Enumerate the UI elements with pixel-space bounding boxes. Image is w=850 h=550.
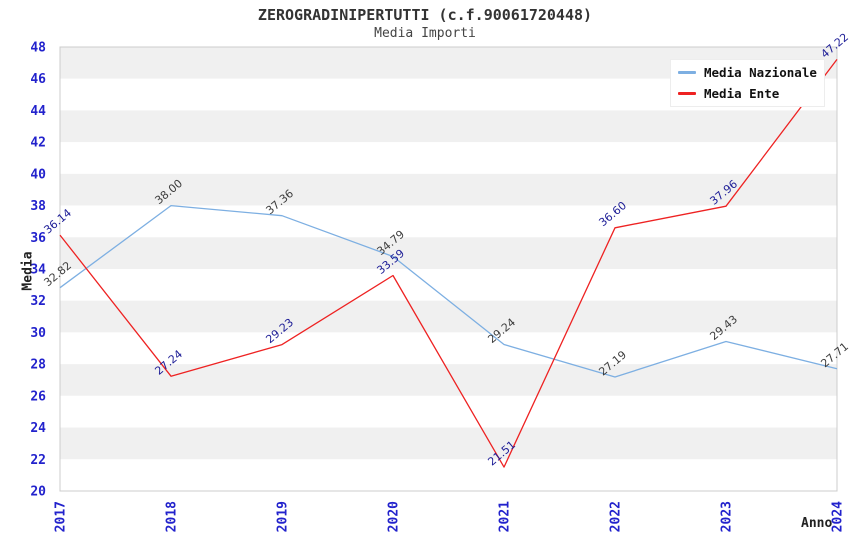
legend-label: Media Ente <box>704 85 780 101</box>
grid-band <box>60 237 837 269</box>
legend-item-media-nazionale: Media Nazionale <box>678 63 817 81</box>
y-tick-label: 46 <box>30 72 46 87</box>
y-tick-label: 26 <box>30 389 46 404</box>
y-tick-label: 20 <box>30 485 46 500</box>
grid-band <box>60 459 837 491</box>
grid-band <box>60 173 837 206</box>
x-tick-label: 2019 <box>276 501 291 532</box>
x-axis-title: Anno <box>801 516 833 531</box>
grid-band <box>60 395 837 428</box>
x-tick-label: 2023 <box>720 501 735 532</box>
y-tick-label: 42 <box>30 136 46 151</box>
y-tick-label: 24 <box>30 421 46 436</box>
grid-band <box>60 300 837 333</box>
x-tick-label: 2024 <box>831 501 846 532</box>
legend: Media Nazionale Media Ente <box>670 59 825 107</box>
grid-band <box>60 269 837 301</box>
legend-item-media-ente: Media Ente <box>678 84 817 102</box>
y-tick-label: 22 <box>30 453 46 468</box>
chart-subtitle: Media Importi <box>374 26 476 41</box>
series-line-media-ente <box>59 59 838 468</box>
grid-band <box>60 110 837 143</box>
legend-line-swatch <box>678 70 696 74</box>
y-axis-title: Media <box>20 251 36 291</box>
x-tick-label: 2021 <box>498 501 513 532</box>
x-tick-label: 2020 <box>387 501 402 532</box>
x-tick-label: 2017 <box>54 501 69 532</box>
chart-title: ZEROGRADINIPERTUTTI (c.f.90061720448) <box>257 6 593 24</box>
series-line-media-nazionale <box>59 204 838 378</box>
grid-band <box>60 364 837 396</box>
y-tick-label: 40 <box>30 167 46 182</box>
grid-band <box>60 142 837 174</box>
y-tick-label: 30 <box>30 326 46 341</box>
legend-label: Media Nazionale <box>704 64 817 80</box>
grid-band <box>60 332 837 365</box>
legend-line-swatch <box>678 91 696 95</box>
grid-band <box>60 205 837 238</box>
grid-band <box>60 427 837 460</box>
y-tick-label: 36 <box>30 231 46 246</box>
y-tick-label: 28 <box>30 358 46 373</box>
y-tick-label: 32 <box>30 294 46 309</box>
x-tick-label: 2018 <box>165 501 180 532</box>
y-tick-label: 34 <box>30 263 46 278</box>
x-tick-label: 2022 <box>609 501 624 532</box>
y-tick-label: 44 <box>30 104 46 119</box>
y-tick-label: 38 <box>30 199 46 214</box>
plot-border <box>59 46 838 492</box>
y-tick-label: 48 <box>30 41 46 56</box>
